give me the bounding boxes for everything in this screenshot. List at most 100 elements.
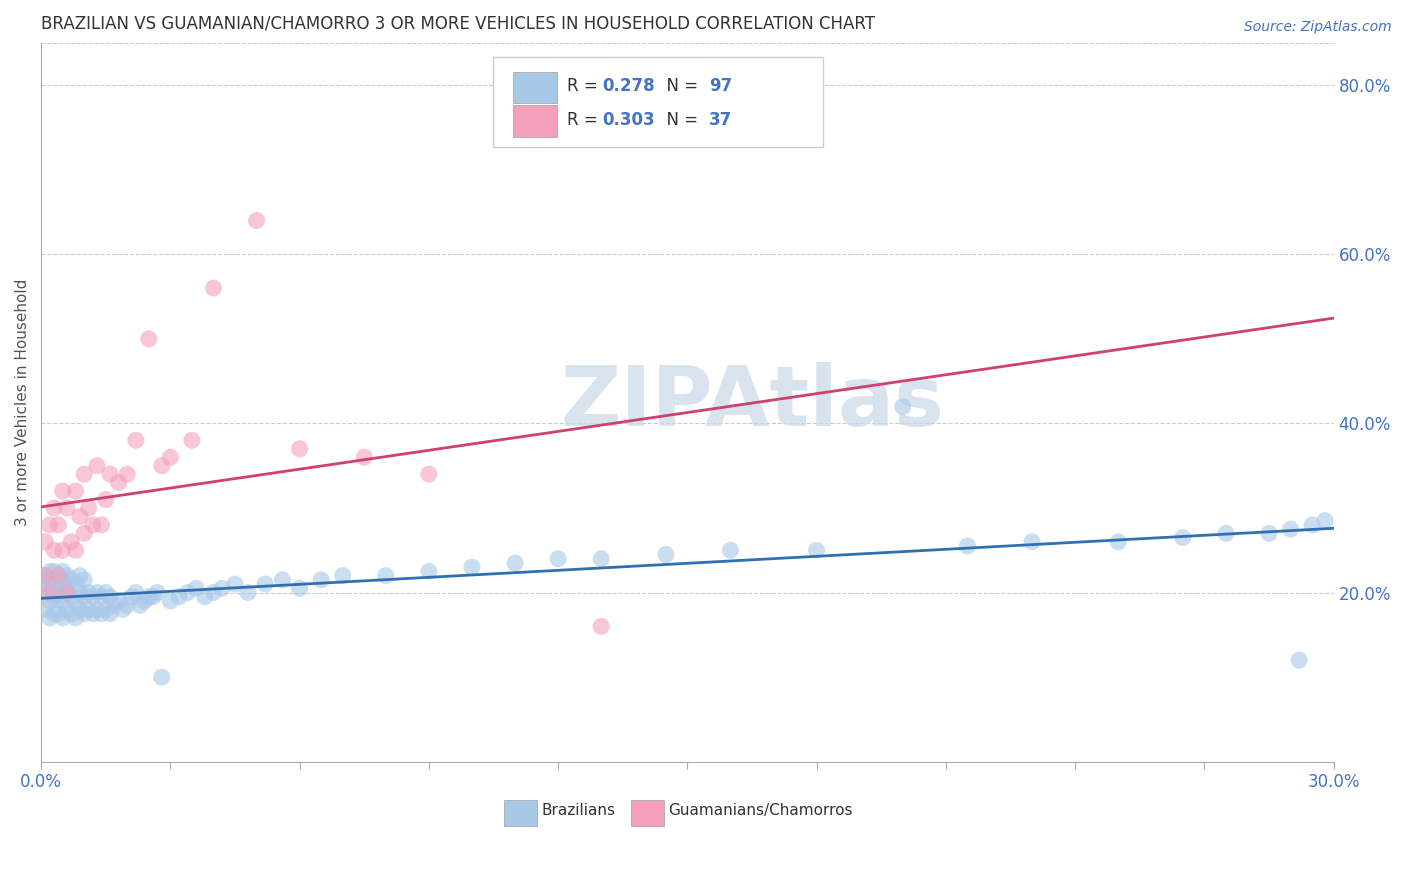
Point bbox=[46, 607, 69, 621]
Point bbox=[60, 607, 83, 621]
Text: BRAZILIAN VS GUAMANIAN/CHAMORRO 3 OR MORE VEHICLES IN HOUSEHOLD CORRELATION CHAR: BRAZILIAN VS GUAMANIAN/CHAMORRO 3 OR MOR… bbox=[41, 15, 875, 33]
Point bbox=[134, 594, 156, 608]
Point bbox=[46, 577, 69, 591]
Point bbox=[77, 585, 100, 599]
FancyBboxPatch shape bbox=[513, 105, 557, 137]
Point bbox=[202, 281, 225, 295]
Point bbox=[956, 539, 979, 553]
Point bbox=[138, 590, 160, 604]
Point bbox=[73, 573, 96, 587]
Point bbox=[86, 458, 108, 473]
Point bbox=[52, 565, 75, 579]
Point bbox=[332, 568, 354, 582]
Text: ZIPAtlas: ZIPAtlas bbox=[560, 362, 943, 442]
Point bbox=[150, 670, 173, 684]
Point bbox=[52, 543, 75, 558]
Point bbox=[56, 585, 79, 599]
Point bbox=[129, 599, 152, 613]
Point bbox=[69, 585, 91, 599]
Point bbox=[418, 467, 440, 482]
Point bbox=[73, 607, 96, 621]
Point bbox=[46, 568, 69, 582]
Point bbox=[56, 602, 79, 616]
Point bbox=[34, 602, 56, 616]
Point bbox=[38, 594, 60, 608]
Point bbox=[1279, 522, 1302, 536]
Point bbox=[38, 611, 60, 625]
Point bbox=[125, 585, 148, 599]
Point bbox=[1288, 653, 1310, 667]
Point bbox=[176, 585, 198, 599]
Point bbox=[167, 590, 190, 604]
Point bbox=[52, 594, 75, 608]
Point bbox=[34, 577, 56, 591]
Point bbox=[309, 573, 332, 587]
FancyBboxPatch shape bbox=[630, 800, 664, 826]
Text: Source: ZipAtlas.com: Source: ZipAtlas.com bbox=[1244, 20, 1392, 34]
Point bbox=[56, 500, 79, 515]
Text: 37: 37 bbox=[710, 111, 733, 128]
Point bbox=[69, 568, 91, 582]
Point bbox=[202, 585, 225, 599]
Point bbox=[56, 568, 79, 582]
FancyBboxPatch shape bbox=[494, 57, 823, 147]
Text: 97: 97 bbox=[710, 77, 733, 95]
Point bbox=[98, 607, 121, 621]
Point bbox=[46, 517, 69, 532]
Text: N =: N = bbox=[657, 77, 704, 95]
Point bbox=[65, 543, 87, 558]
Point bbox=[42, 607, 65, 621]
Point bbox=[86, 585, 108, 599]
FancyBboxPatch shape bbox=[513, 71, 557, 103]
Point bbox=[186, 582, 208, 596]
Point bbox=[73, 590, 96, 604]
Point bbox=[891, 400, 914, 414]
Point bbox=[77, 602, 100, 616]
Point bbox=[547, 551, 569, 566]
Point bbox=[1215, 526, 1237, 541]
Point bbox=[180, 434, 202, 448]
Point bbox=[82, 607, 104, 621]
Text: N =: N = bbox=[657, 111, 704, 128]
Text: R =: R = bbox=[567, 77, 603, 95]
Point bbox=[1313, 514, 1336, 528]
Point bbox=[42, 590, 65, 604]
Point bbox=[94, 585, 117, 599]
Point bbox=[1171, 531, 1194, 545]
Point bbox=[65, 594, 87, 608]
Point bbox=[77, 500, 100, 515]
Point bbox=[46, 590, 69, 604]
Point bbox=[107, 594, 129, 608]
Point bbox=[138, 332, 160, 346]
Point bbox=[46, 568, 69, 582]
Point bbox=[90, 517, 112, 532]
Point bbox=[38, 573, 60, 587]
Point bbox=[107, 475, 129, 490]
Point bbox=[103, 599, 125, 613]
Point bbox=[38, 585, 60, 599]
Point bbox=[98, 467, 121, 482]
Point bbox=[142, 590, 165, 604]
Point bbox=[34, 568, 56, 582]
Point bbox=[65, 577, 87, 591]
Y-axis label: 3 or more Vehicles in Household: 3 or more Vehicles in Household bbox=[15, 278, 30, 526]
Point bbox=[60, 573, 83, 587]
Point bbox=[73, 467, 96, 482]
Point bbox=[52, 573, 75, 587]
Point bbox=[65, 484, 87, 499]
Point bbox=[42, 543, 65, 558]
Point bbox=[73, 526, 96, 541]
Point bbox=[159, 450, 181, 465]
Point bbox=[52, 611, 75, 625]
Point bbox=[254, 577, 277, 591]
Point bbox=[42, 573, 65, 587]
Point bbox=[236, 585, 259, 599]
Point bbox=[245, 213, 267, 227]
Point bbox=[1107, 534, 1129, 549]
Point bbox=[288, 442, 311, 456]
Point bbox=[38, 565, 60, 579]
FancyBboxPatch shape bbox=[503, 800, 537, 826]
Point bbox=[117, 599, 139, 613]
Point bbox=[82, 590, 104, 604]
Point bbox=[42, 565, 65, 579]
